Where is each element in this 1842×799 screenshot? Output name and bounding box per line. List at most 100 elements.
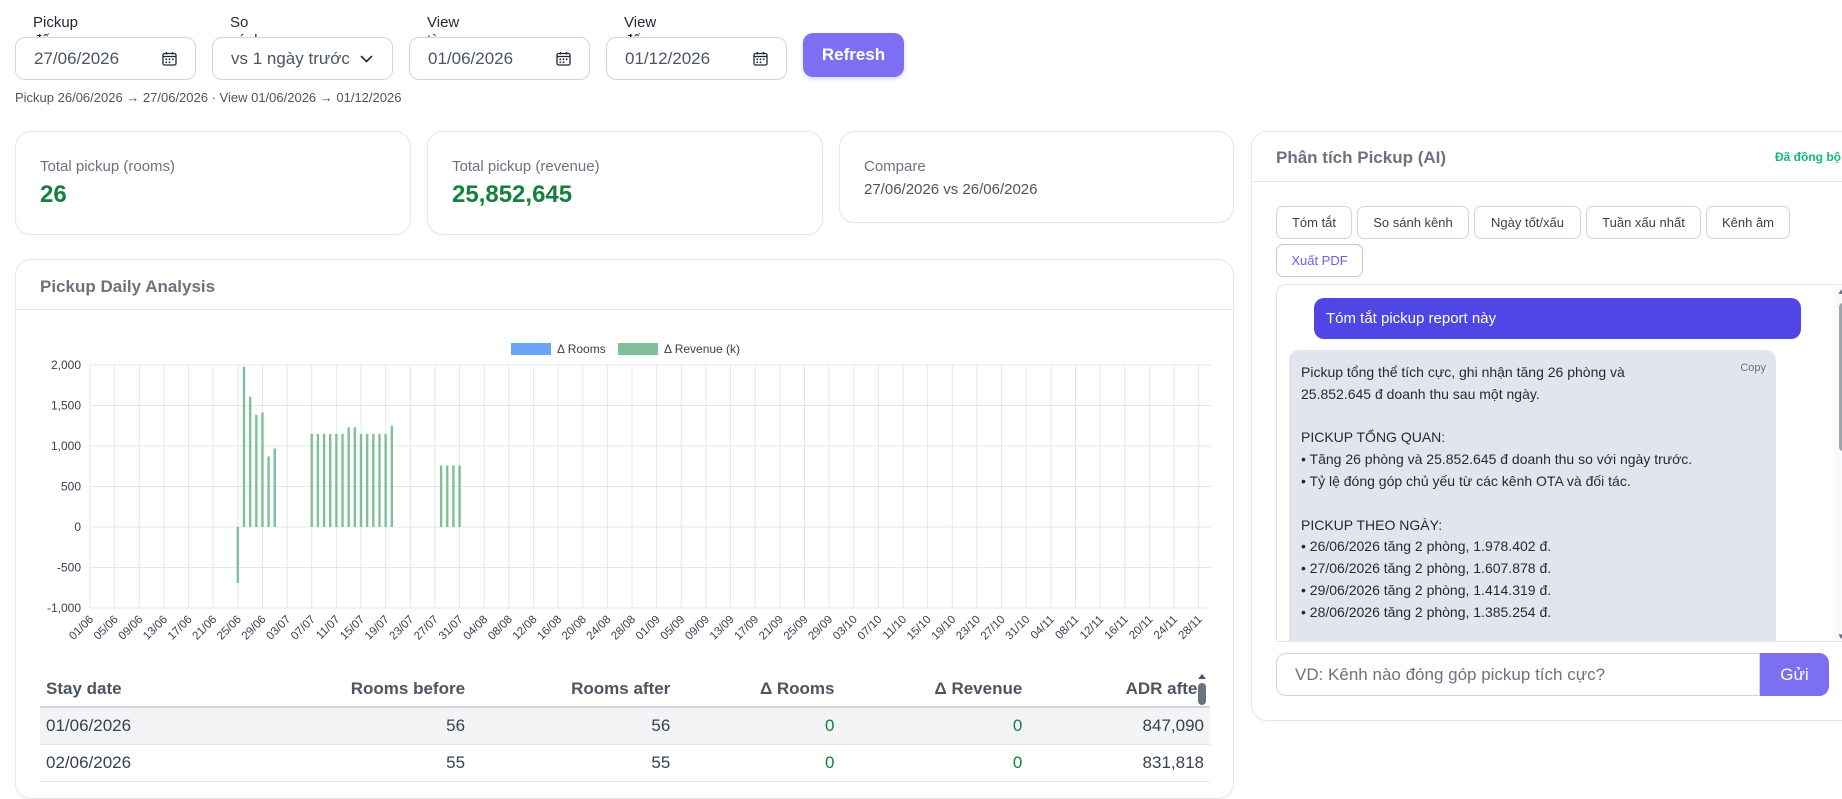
x-tick-label: 25/06: [215, 614, 244, 643]
x-tick-label: 23/07: [388, 614, 417, 643]
stat-label: Compare: [864, 158, 926, 175]
column-header[interactable]: Rooms after: [471, 671, 677, 708]
scroll-down-icon[interactable]: ▼: [1837, 632, 1842, 641]
x-tick-label: 11/10: [881, 614, 909, 642]
legend-label: Δ Rooms: [557, 342, 606, 356]
x-tick-label: 21/09: [757, 614, 786, 643]
stat-label: Total pickup (revenue): [452, 158, 600, 175]
x-tick-label: 05/09: [659, 614, 688, 643]
chat-history[interactable]: Tóm tắt pickup report này Copy Pickup tổ…: [1276, 284, 1842, 642]
cell: 847,090: [1028, 707, 1210, 745]
scroll-thumb[interactable]: [1839, 303, 1842, 451]
x-tick-label: 31/07: [437, 614, 466, 643]
stat-card-compare: Compare 27/06/2026 vs 26/06/2026: [839, 131, 1234, 223]
copy-button[interactable]: Copy: [1740, 362, 1766, 374]
stat-card-revenue: Total pickup (revenue) 25,852,645: [427, 131, 823, 235]
message-line: • 27/06/2026 tăng 2 phòng, 1.607.878 đ.: [1301, 560, 1552, 577]
x-tick-label: 23/10: [954, 614, 983, 643]
revenue-bar: [372, 433, 375, 527]
filter-pickup-to: Pickup đến (snapshot) 27/06/2026: [15, 14, 196, 80]
table-row[interactable]: 01/06/2026 56 56 0 0 847,090: [40, 707, 1210, 745]
scroll-thumb[interactable]: [1198, 683, 1206, 705]
column-header[interactable]: Δ Revenue: [840, 671, 1029, 708]
message-line: • Tỷ lệ đóng góp chủ yếu từ các kênh OTA…: [1301, 472, 1631, 489]
y-tick-label: 1,500: [51, 399, 81, 413]
y-tick-label: 1,000: [51, 439, 81, 453]
cell: 01/06/2026: [40, 707, 235, 745]
pickup-daily-card: Pickup Daily Analysis 2,000 1,500 1,000 500…: [15, 259, 1234, 799]
chip-good-bad-days[interactable]: Ngày tốt/xấu: [1474, 206, 1581, 239]
stat-value: 25,852,645: [452, 181, 573, 208]
message-line: 25.852.645 đ doanh thu sau một ngày.: [1301, 385, 1540, 402]
chip-worst-week[interactable]: Tuần xấu nhất: [1586, 206, 1701, 239]
legend-swatch-revenue: [618, 343, 658, 355]
cell: 0: [840, 707, 1029, 745]
revenue-bar: [248, 396, 252, 527]
x-tick-label: 15/07: [338, 614, 367, 643]
x-tick-label: 07/07: [289, 614, 318, 643]
message-line: [1301, 406, 1764, 428]
x-tick-label: 29/06: [240, 614, 269, 643]
chip-negative-channel[interactable]: Kênh âm: [1706, 206, 1790, 239]
cell: 55: [235, 744, 472, 782]
scroll-up-icon[interactable]: [1198, 674, 1206, 679]
refresh-button[interactable]: Refresh: [803, 33, 904, 77]
chat-scrollbar[interactable]: ▲ ▼: [1834, 285, 1842, 641]
stat-value: 26: [40, 181, 67, 208]
revenue-bar: [446, 465, 449, 527]
cell: 0: [840, 744, 1029, 782]
message-line: • Tăng 26 phòng và 25.852.645 đ doanh th…: [1301, 451, 1693, 468]
ai-question-input[interactable]: VD: Kênh nào đóng góp pickup tích cực?: [1276, 653, 1760, 696]
pickup-date-input[interactable]: 27/06/2026: [15, 37, 196, 80]
filter-view-to: View đến 01/12/2026: [606, 14, 787, 80]
x-tick-label: 19/10: [930, 614, 959, 643]
revenue-bar: [242, 366, 246, 527]
x-tick-label: 12/08: [511, 614, 540, 643]
view-from-input[interactable]: 01/06/2026: [409, 37, 590, 80]
y-tick-label: -500: [57, 561, 81, 575]
x-tick-label: 09/09: [683, 614, 712, 643]
revenue-bar: [378, 433, 381, 527]
x-tick-label: 13/09: [708, 614, 737, 643]
compare-select[interactable]: vs 1 ngày trước: [212, 37, 393, 80]
column-header[interactable]: Δ Rooms: [676, 671, 841, 708]
chevron-down-icon: [360, 55, 373, 63]
y-tick-label: 0: [74, 520, 81, 534]
x-tick-label: 08/08: [486, 614, 515, 643]
revenue-bar: [267, 456, 270, 527]
filter-label: View từ: [427, 14, 460, 49]
table-header-row: Stay date Rooms before Rooms after Δ Roo…: [40, 671, 1210, 708]
x-tick-label: 19/07: [363, 614, 392, 643]
field-value: vs 1 ngày trước: [231, 48, 350, 68]
column-header[interactable]: Stay date: [40, 671, 235, 708]
cell: 0: [676, 707, 841, 745]
table-row[interactable]: 02/06/2026 55 55 0 0 831,818: [40, 744, 1210, 782]
assistant-message: Copy Pickup tổng thể tích cực, ghi nhận …: [1289, 350, 1776, 641]
revenue-bar: [310, 433, 313, 527]
revenue-bar: [390, 425, 394, 527]
x-tick-label: 20/08: [560, 614, 589, 643]
view-to-input[interactable]: 01/12/2026: [606, 37, 787, 80]
revenue-bar: [335, 433, 338, 527]
ai-panel: Phân tích Pickup (AI) Đã đồng bộ Tóm tắt…: [1251, 131, 1842, 721]
pickup-chart: 2,0001,5001,0005000-500-1,00001/0605/060…: [47, 342, 1211, 643]
calendar-icon[interactable]: [556, 51, 571, 66]
chip-summary[interactable]: Tóm tắt: [1276, 206, 1352, 239]
chip-compare-channels[interactable]: So sánh kênh: [1357, 206, 1469, 239]
send-button[interactable]: Gửi: [1760, 653, 1829, 696]
calendar-icon[interactable]: [162, 51, 177, 66]
x-tick-label: 27/10: [979, 614, 1008, 643]
table-scrollbar[interactable]: [1196, 671, 1208, 791]
y-tick-label: 2,000: [51, 358, 81, 372]
column-header[interactable]: ADR after: [1028, 671, 1210, 708]
scroll-up-icon[interactable]: ▲: [1837, 287, 1842, 296]
column-header[interactable]: Rooms before: [235, 671, 472, 708]
legend-swatch-rooms: [511, 343, 551, 355]
x-tick-label: 17/09: [732, 614, 761, 643]
x-tick-label: 24/08: [585, 614, 614, 643]
calendar-icon[interactable]: [753, 51, 768, 66]
ai-panel-title: Phân tích Pickup (AI): [1276, 148, 1447, 167]
filter-label: View đến: [624, 14, 657, 49]
export-pdf-button[interactable]: Xuất PDF: [1276, 244, 1363, 277]
message-line: • 26/06/2026 tăng 2 phòng, 1.978.402 đ.: [1301, 538, 1552, 555]
